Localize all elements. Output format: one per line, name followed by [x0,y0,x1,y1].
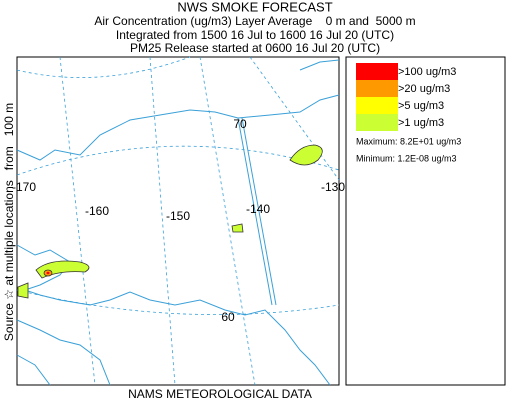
legend-label: >20 ug/m3 [398,83,450,95]
grid-label: -160 [85,204,109,218]
legend-label: >100 ug/m3 [398,66,456,78]
coastline [16,59,340,386]
maximum: Maximum: 8.2E+01 ug/m3 [356,136,461,146]
legend-swatch [356,114,398,131]
map: -170 -160 -150 -140 -130 70 60 [12,56,345,386]
footer: NAMS METEOROLOGICAL DATA [128,387,312,401]
side-label: Source ☆ at multiple locations from 100 … [2,103,16,341]
grid-label: -150 [166,209,190,223]
grid-label: 70 [233,117,247,131]
grid-label: -130 [321,180,345,194]
legend-label: >1 ug/m3 [398,117,444,129]
title: NWS SMOKE FORECAST [177,0,332,14]
legend-swatch [356,63,398,80]
legend-label: >5 ug/m3 [398,100,444,112]
grid-label: -170 [12,180,36,194]
legend-swatch [356,97,398,114]
minimum: Minimum: 1.2E-08 ug/m3 [356,153,457,163]
grid-label: -140 [246,202,270,216]
subtitle: Air Concentration (ug/m3) Layer Average … [94,14,415,28]
legend: >100 ug/m3 >20 ug/m3 >5 ug/m3 >1 ug/m3 Maxi… [345,56,506,386]
subtitle: PM25 Release started at 0600 16 Jul 20 (… [130,41,380,55]
subtitle: Integrated from 1500 16 Jul to 1600 16 J… [116,28,394,42]
legend-swatch [356,80,398,97]
smoke-plumes [17,144,323,299]
grid-labels: -170 -160 -150 -140 -130 70 60 [12,117,345,324]
grid-label: 60 [221,310,235,324]
legend-items: >100 ug/m3 >20 ug/m3 >5 ug/m3 >1 ug/m3 [356,63,456,131]
